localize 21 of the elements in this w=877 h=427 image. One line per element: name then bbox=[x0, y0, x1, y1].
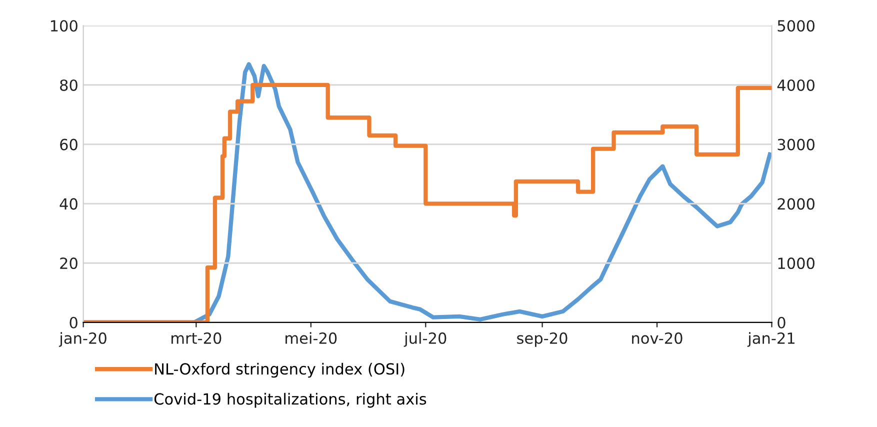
y2-tick-label: 4000 bbox=[777, 79, 814, 91]
x-tick-label: jan-20 bbox=[58, 332, 106, 347]
y-tick-label: 60 bbox=[60, 138, 78, 150]
y2-tick-label: 2000 bbox=[778, 198, 814, 210]
y-tick-label: 0 bbox=[70, 316, 78, 328]
x-tick-label: sep-20 bbox=[517, 332, 568, 347]
y-tick-label: 40 bbox=[60, 198, 78, 210]
x-tick-label: jul-20 bbox=[404, 332, 446, 347]
x-tick-label: mrt-20 bbox=[172, 332, 222, 344]
legend-label: Covid-19 hospitalizations, right axis bbox=[154, 392, 426, 408]
legend-label: NL-Oxford stringency index (OSI) bbox=[155, 362, 404, 378]
x-tick-label: jan-21 bbox=[747, 332, 794, 347]
y2-tick-label: 5000 bbox=[778, 20, 814, 32]
y-tick-label: 80 bbox=[60, 79, 78, 91]
y-tick-label: 20 bbox=[60, 257, 78, 270]
y-tick-label: 100 bbox=[50, 20, 78, 32]
y2-tick-label: 0 bbox=[778, 316, 786, 328]
x-tick-label: mei-20 bbox=[286, 332, 337, 344]
y2-tick-label: 3000 bbox=[778, 138, 814, 150]
x-tick-label: nov-20 bbox=[632, 332, 682, 344]
y2-tick-label: 1000 bbox=[778, 257, 814, 270]
